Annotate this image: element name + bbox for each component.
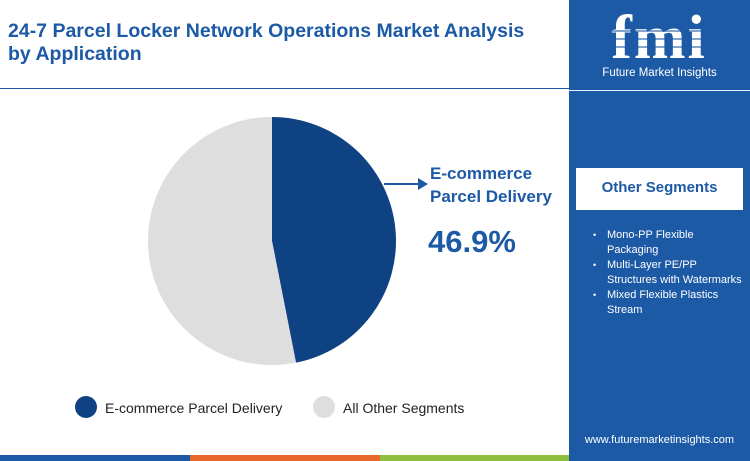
callout-value: 46.9%	[428, 224, 516, 259]
fmi-logo: fmi Future Market Insights	[569, 0, 750, 90]
bullet-icon: •	[593, 290, 597, 300]
segment-label: Mixed Flexible Plastics Stream	[607, 289, 719, 316]
legend-swatch-ecommerce	[75, 396, 97, 418]
chart-legend: E-commerce Parcel Delivery All Other Seg…	[75, 396, 565, 420]
bullet-icon: •	[593, 230, 597, 240]
website-link[interactable]: www.futuremarketinsights.com	[584, 434, 735, 446]
legend-label-ecommerce: E-commerce Parcel Delivery	[105, 400, 283, 416]
sidebar-divider	[569, 90, 750, 91]
callout-label: E-commerce Parcel Delivery	[430, 164, 552, 206]
sidebar: fmi Future Market Insights Other Segment…	[569, 0, 750, 461]
fmi-tagline: Future Market Insights	[602, 67, 717, 79]
legend-swatch-other	[313, 396, 335, 418]
list-item: • Multi-Layer PE/PP Structures with Wate…	[593, 258, 743, 287]
other-segments-list: • Mono-PP Flexible Packaging • Multi-Lay…	[593, 228, 743, 317]
other-segments-heading-box: Other Segments	[576, 168, 743, 210]
other-segments-heading: Other Segments	[601, 179, 718, 196]
legend-label-other: All Other Segments	[343, 400, 465, 416]
bottom-color-bar	[0, 455, 569, 461]
pie-slice-other	[147, 117, 297, 365]
bullet-icon: •	[593, 260, 597, 270]
pie-chart	[147, 117, 428, 365]
fmi-logo-text: fmi	[611, 4, 707, 66]
title-divider	[0, 88, 569, 89]
fmi-logo-mark: fmi	[597, 4, 721, 72]
segment-label: Multi-Layer PE/PP Structures with Waterm…	[607, 259, 742, 286]
pie-slice-ecommerce	[272, 117, 396, 363]
bottom-bar-blue	[0, 455, 190, 461]
list-item: • Mixed Flexible Plastics Stream	[593, 288, 743, 317]
list-item: • Mono-PP Flexible Packaging	[593, 228, 743, 257]
bottom-bar-orange	[190, 455, 380, 461]
bottom-bar-green	[380, 455, 569, 461]
page-title: 24-7 Parcel Locker Network Operations Ma…	[8, 20, 525, 65]
callout-arrow	[384, 178, 428, 190]
segment-label: Mono-PP Flexible Packaging	[607, 229, 694, 256]
